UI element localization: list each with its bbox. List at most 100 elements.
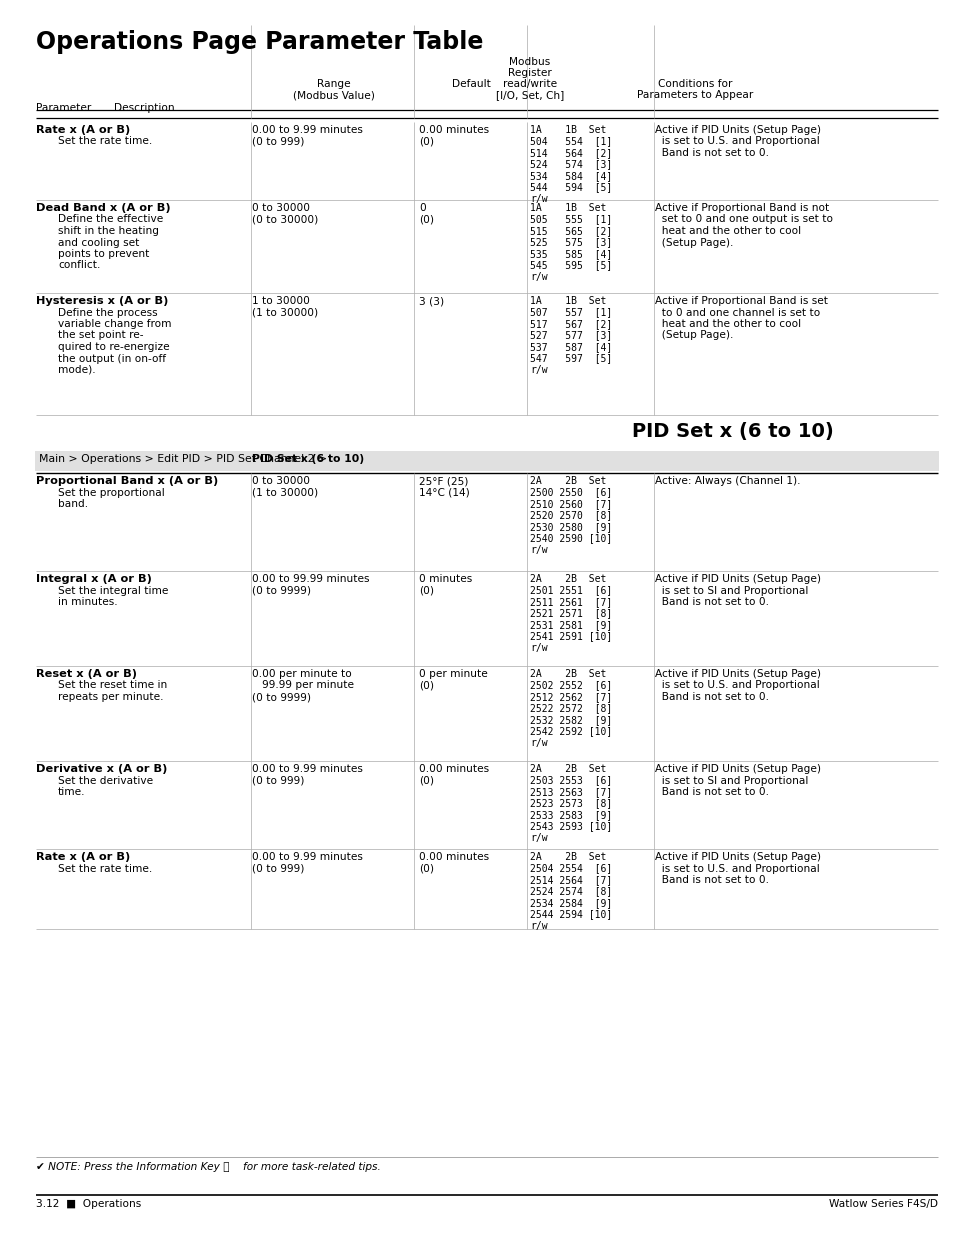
Text: r/w: r/w <box>530 366 547 375</box>
Text: Default: Default <box>452 79 491 89</box>
Text: 547   597  [5]: 547 597 [5] <box>530 353 612 363</box>
Text: 2A    2B  Set: 2A 2B Set <box>530 574 606 584</box>
Text: 2541 2591 [10]: 2541 2591 [10] <box>530 631 612 641</box>
Text: 2520 2570  [8]: 2520 2570 [8] <box>530 510 612 520</box>
Text: 1A    1B  Set: 1A 1B Set <box>530 203 606 212</box>
Text: 99.99 per minute: 99.99 per minute <box>252 680 354 690</box>
Text: 2531 2581  [9]: 2531 2581 [9] <box>530 620 612 630</box>
Text: r/w: r/w <box>530 643 547 653</box>
Text: r/w: r/w <box>530 194 547 204</box>
Text: Conditions for: Conditions for <box>658 79 731 89</box>
Text: shift in the heating: shift in the heating <box>58 226 159 236</box>
Text: 14°C (14): 14°C (14) <box>418 488 469 498</box>
Text: 0: 0 <box>418 203 425 212</box>
Text: Hysteresis x (A or B): Hysteresis x (A or B) <box>36 296 168 306</box>
Text: 0.00 minutes: 0.00 minutes <box>418 852 489 862</box>
Text: Range: Range <box>316 79 350 89</box>
Text: 0.00 per minute to: 0.00 per minute to <box>252 669 352 679</box>
Text: Band is not set to 0.: Band is not set to 0. <box>655 876 768 885</box>
Text: is set to SI and Proportional: is set to SI and Proportional <box>655 776 807 785</box>
Text: (0 to 9999): (0 to 9999) <box>252 692 311 701</box>
Text: (1 to 30000): (1 to 30000) <box>252 308 317 317</box>
Text: Parameters to Appear: Parameters to Appear <box>637 90 752 100</box>
Text: heat and the other to cool: heat and the other to cool <box>655 226 801 236</box>
Text: the set point re-: the set point re- <box>58 331 143 341</box>
Text: (0 to 999): (0 to 999) <box>252 137 304 147</box>
Text: 537   587  [4]: 537 587 [4] <box>530 342 612 352</box>
Text: 2501 2551  [6]: 2501 2551 [6] <box>530 585 612 595</box>
Text: 2533 2583  [9]: 2533 2583 [9] <box>530 810 612 820</box>
Text: 0.00 minutes: 0.00 minutes <box>418 764 489 774</box>
Text: 524   574  [3]: 524 574 [3] <box>530 159 612 169</box>
Text: Set the reset time in: Set the reset time in <box>58 680 167 690</box>
Text: 2530 2580  [9]: 2530 2580 [9] <box>530 522 612 532</box>
Text: Active if Proportional Band is not: Active if Proportional Band is not <box>655 203 828 212</box>
Text: in minutes.: in minutes. <box>58 597 117 606</box>
Text: 2A    2B  Set: 2A 2B Set <box>530 764 606 774</box>
Text: 514   564  [2]: 514 564 [2] <box>530 148 612 158</box>
Text: Main > Operations > Edit PID > PID Set Channel 2 >: Main > Operations > Edit PID > PID Set C… <box>39 454 331 464</box>
Text: 3 (3): 3 (3) <box>418 296 444 306</box>
Text: (0): (0) <box>418 137 434 147</box>
Text: Set the integral time: Set the integral time <box>58 585 168 595</box>
Text: Proportional Band x (A or B): Proportional Band x (A or B) <box>36 475 218 487</box>
Text: 2544 2594 [10]: 2544 2594 [10] <box>530 909 612 920</box>
Text: PID Set x (6 to 10): PID Set x (6 to 10) <box>252 454 364 464</box>
Text: to 0 and one channel is set to: to 0 and one channel is set to <box>655 308 820 317</box>
Text: Reset x (A or B): Reset x (A or B) <box>36 669 137 679</box>
Text: 2A    2B  Set: 2A 2B Set <box>530 475 606 487</box>
Text: quired to re-energize: quired to re-energize <box>58 342 170 352</box>
Text: Set the derivative: Set the derivative <box>58 776 153 785</box>
Text: (0 to 999): (0 to 999) <box>252 863 304 873</box>
Text: 2512 2562  [7]: 2512 2562 [7] <box>530 692 612 701</box>
Text: time.: time. <box>58 787 86 797</box>
Text: Define the effective: Define the effective <box>58 215 163 225</box>
Text: 2534 2584  [9]: 2534 2584 [9] <box>530 898 612 908</box>
Text: (0): (0) <box>418 585 434 595</box>
Text: conflict.: conflict. <box>58 261 100 270</box>
Text: 2502 2552  [6]: 2502 2552 [6] <box>530 680 612 690</box>
Text: 3.12  ■  Operations: 3.12 ■ Operations <box>36 1199 141 1209</box>
Text: Parameter: Parameter <box>36 103 91 112</box>
Bar <box>35 451 938 471</box>
Text: 2542 2592 [10]: 2542 2592 [10] <box>530 726 612 736</box>
Text: mode).: mode). <box>58 366 95 375</box>
Text: Active if PID Units (Setup Page): Active if PID Units (Setup Page) <box>655 764 821 774</box>
Text: 2A    2B  Set: 2A 2B Set <box>530 669 606 679</box>
Text: 0.00 to 9.99 minutes: 0.00 to 9.99 minutes <box>252 852 362 862</box>
Text: Define the process: Define the process <box>58 308 157 317</box>
Text: 527   577  [3]: 527 577 [3] <box>530 331 612 341</box>
Text: Set the rate time.: Set the rate time. <box>58 137 152 147</box>
Text: set to 0 and one output is set to: set to 0 and one output is set to <box>655 215 832 225</box>
Text: 505   555  [1]: 505 555 [1] <box>530 215 612 225</box>
Text: repeats per minute.: repeats per minute. <box>58 692 163 701</box>
Text: 517   567  [2]: 517 567 [2] <box>530 319 612 329</box>
Text: Band is not set to 0.: Band is not set to 0. <box>655 787 768 797</box>
Text: Derivative x (A or B): Derivative x (A or B) <box>36 764 167 774</box>
Text: Description: Description <box>113 103 174 112</box>
Text: Set the rate time.: Set the rate time. <box>58 863 152 873</box>
Text: Rate x (A or B): Rate x (A or B) <box>36 125 131 135</box>
Text: Active if PID Units (Setup Page): Active if PID Units (Setup Page) <box>655 852 821 862</box>
Text: Watlow Series F4S/D: Watlow Series F4S/D <box>828 1199 937 1209</box>
Text: (0 to 999): (0 to 999) <box>252 776 304 785</box>
Text: 2500 2550  [6]: 2500 2550 [6] <box>530 488 612 498</box>
Text: is set to U.S. and Proportional: is set to U.S. and Proportional <box>655 680 819 690</box>
Text: 1 to 30000: 1 to 30000 <box>252 296 310 306</box>
Text: 535   585  [4]: 535 585 [4] <box>530 249 612 259</box>
Text: (Setup Page).: (Setup Page). <box>655 331 733 341</box>
Text: (0 to 9999): (0 to 9999) <box>252 585 311 595</box>
Text: and cooling set: and cooling set <box>58 237 139 247</box>
Text: 2514 2564  [7]: 2514 2564 [7] <box>530 876 612 885</box>
Text: read/write: read/write <box>502 79 557 89</box>
Text: band.: band. <box>58 499 88 509</box>
Text: 525   575  [3]: 525 575 [3] <box>530 237 612 247</box>
Text: 25°F (25): 25°F (25) <box>418 475 468 487</box>
Text: Integral x (A or B): Integral x (A or B) <box>36 574 152 584</box>
Text: 1A    1B  Set: 1A 1B Set <box>530 296 606 306</box>
Text: 507   557  [1]: 507 557 [1] <box>530 308 612 317</box>
Text: (Modbus Value): (Modbus Value) <box>293 90 374 100</box>
Text: 2504 2554  [6]: 2504 2554 [6] <box>530 863 612 873</box>
Text: PID Set x (6 to 10): PID Set x (6 to 10) <box>632 422 833 441</box>
Text: 0.00 minutes: 0.00 minutes <box>418 125 489 135</box>
